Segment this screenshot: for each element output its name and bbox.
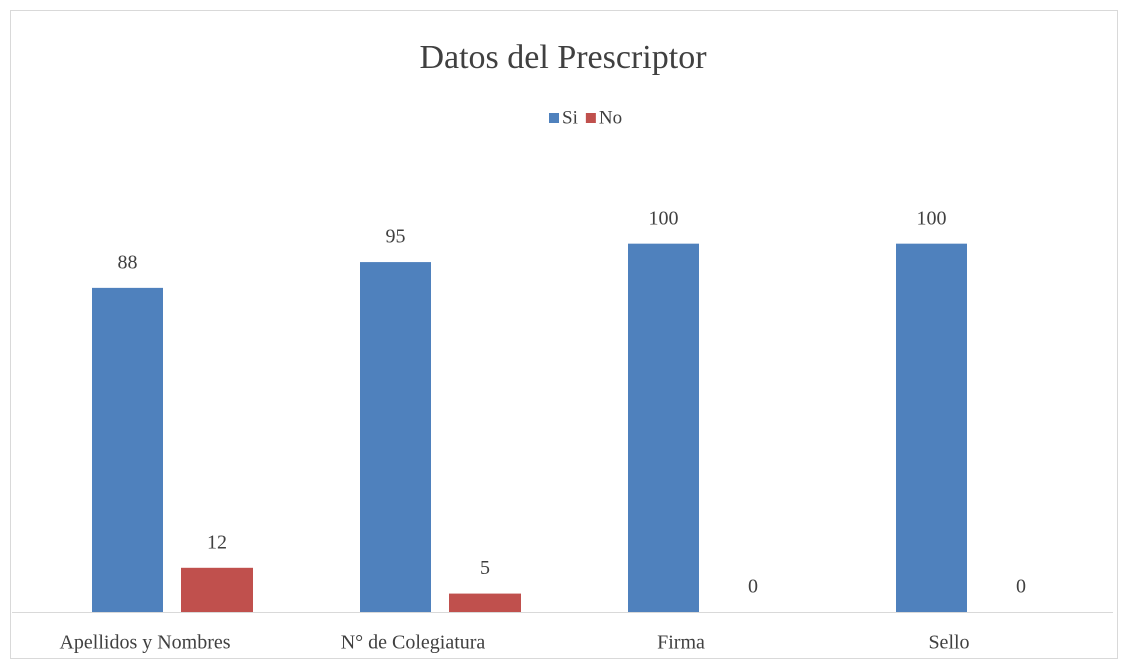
bar [449, 593, 521, 612]
legend-label: Si [562, 107, 578, 128]
x-tick-label: Apellidos y Nombres [59, 632, 230, 654]
x-tick-label: Sello [928, 632, 969, 654]
legend-label: No [599, 107, 622, 128]
chart-title: Datos del Prescriptor [419, 39, 707, 76]
data-label: 100 [917, 207, 947, 229]
data-label: 95 [386, 226, 406, 248]
data-label: 0 [748, 576, 758, 598]
legend-swatch [549, 113, 559, 123]
bar [181, 567, 253, 612]
data-label: 88 [118, 251, 138, 273]
data-label: 5 [480, 557, 490, 579]
bar [628, 243, 699, 612]
legend-swatch [585, 113, 596, 123]
bar [360, 262, 431, 612]
data-label: 12 [207, 531, 227, 553]
data-label: 100 [649, 207, 679, 229]
data-label: 0 [1016, 576, 1026, 598]
x-tick-label: Firma [657, 632, 705, 654]
bar [896, 243, 967, 612]
bar [92, 287, 163, 612]
x-tick-label: N° de Colegiatura [341, 632, 486, 654]
